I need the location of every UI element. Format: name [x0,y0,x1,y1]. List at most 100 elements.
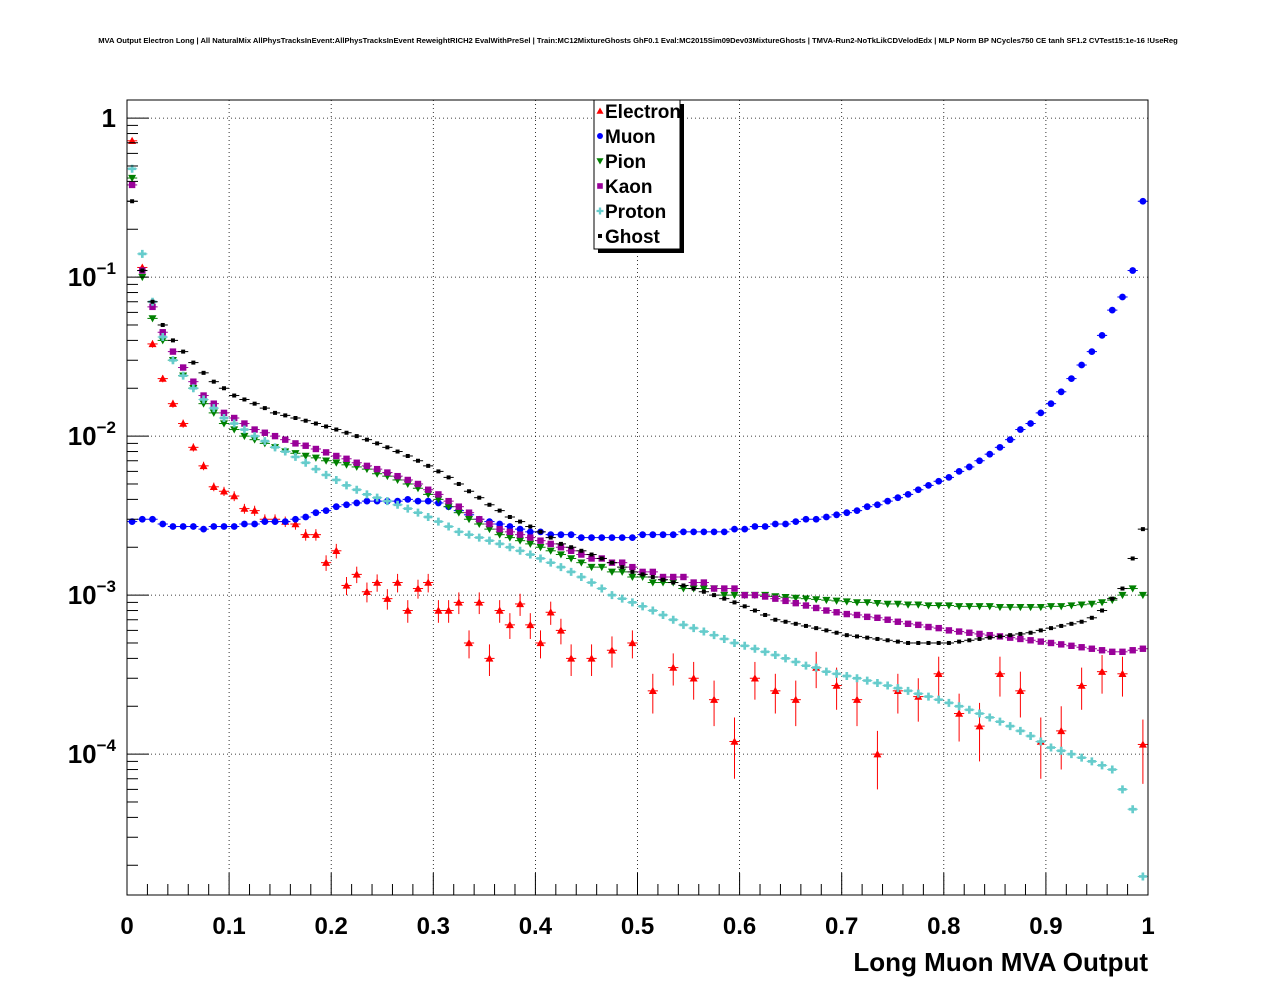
data-point [935,624,942,632]
data-point [618,559,626,566]
data-point [803,623,808,628]
data-point [496,520,504,528]
x-axis-label: Long Muon MVA Output [853,947,1148,977]
data-point [924,602,933,610]
data-point [322,449,330,456]
data-point [934,602,943,610]
data-point [630,569,635,574]
data-point [414,480,422,488]
data-point [1088,645,1096,652]
data-point [1057,726,1066,735]
data-point [261,429,269,436]
legend-item-ghost: Ghost [598,227,661,248]
data-point [977,636,982,641]
data-point [587,563,596,572]
data-point [955,603,964,611]
data-point [628,534,636,542]
data-point [599,556,604,561]
data-point [383,497,392,506]
data-point [1128,805,1137,814]
data-point [924,692,933,701]
data-point [865,635,870,640]
data-point [241,520,248,528]
data-point [975,603,984,611]
data-point [824,628,829,633]
data-point [518,519,523,524]
data-point [1138,591,1147,600]
data-point [232,393,237,398]
data-point [506,523,514,530]
data-point [955,709,964,717]
data-point [1028,630,1033,635]
data-point [567,567,576,576]
data-point [250,432,259,441]
data-point [148,315,157,323]
data-point [169,348,177,355]
data-point [1088,348,1096,356]
data-point [1129,647,1136,654]
data-point [965,603,974,611]
data-point [598,234,602,238]
data-point [271,443,280,452]
data-point [495,606,504,614]
data-point [710,585,718,592]
data-point [557,544,565,551]
data-point [649,568,657,576]
data-point [211,379,216,384]
data-point [883,681,892,690]
data-point [128,518,136,525]
data-point [915,621,922,629]
data-point [873,599,882,608]
data-point [169,523,177,530]
data-point [814,626,819,631]
data-point [546,558,555,567]
data-point [160,322,165,327]
data-point [199,395,208,404]
data-point [199,461,208,470]
data-point [250,506,259,514]
data-point [209,409,218,417]
data-point [955,628,963,635]
data-point [1087,757,1096,766]
data-point [547,540,554,548]
data-point [128,181,136,189]
data-point [128,164,137,173]
data-point [801,595,810,603]
data-series [127,136,1148,881]
data-point [1098,331,1106,339]
data-point [904,686,913,695]
data-point [1087,600,1096,608]
data-point [936,640,941,645]
data-point [863,676,872,685]
data-point [1138,872,1147,881]
data-point [700,528,708,536]
legend-label: Kaon [605,177,653,198]
data-point [444,522,453,531]
data-point [1130,556,1135,561]
data-point [1067,602,1076,610]
data-point [751,523,759,530]
data-point [526,620,535,629]
data-point [496,525,503,533]
data-point [311,454,320,462]
data-point [507,514,512,519]
data-point [1098,599,1107,607]
data-point [720,591,729,600]
data-point [558,541,563,546]
data-point [763,612,768,617]
data-point [475,533,484,542]
data-point [201,370,206,375]
legend-label: Ghost [605,227,661,248]
data-point [149,303,156,311]
data-point [240,432,249,441]
data-point [875,636,880,641]
data-point [986,450,994,458]
data-point [546,608,555,616]
data-point [353,459,360,466]
data-point [383,594,392,602]
data-point [528,524,533,529]
data-point [802,515,810,523]
data-point [230,426,239,434]
data-point [884,497,892,505]
data-point [242,397,247,402]
